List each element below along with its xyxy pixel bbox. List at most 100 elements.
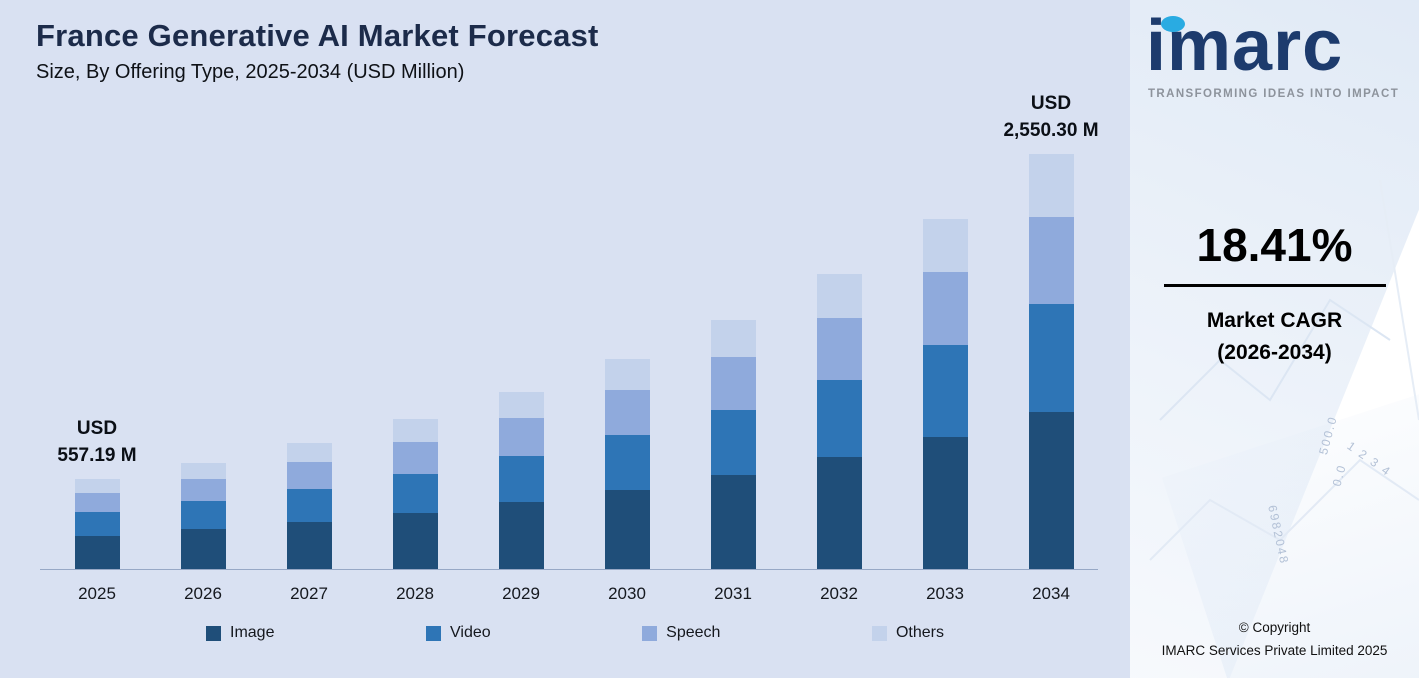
segment-speech-2031 (710, 357, 756, 410)
segment-image-2034 (1028, 412, 1074, 570)
x-tick-2034: 2034 (1032, 584, 1070, 603)
bar-2031 (710, 319, 756, 570)
segment-video-2033 (922, 345, 968, 437)
segment-video-2031 (710, 409, 756, 475)
bar-2026 (180, 462, 226, 570)
bar-group-2028: 2028 (362, 130, 468, 603)
segment-video-2030 (604, 434, 650, 490)
decorative-chart-lines (1149, 179, 1419, 561)
bar-group-2032: 2032 (786, 130, 892, 603)
bar-2033 (922, 219, 968, 570)
cagr-label-line1: Market CAGR (1206, 308, 1343, 332)
segment-video-2032 (816, 380, 862, 458)
chart-legend: Image Video Speech Others (36, 624, 1112, 642)
legend-label-others: Others (895, 624, 944, 641)
legend-item-video: Video (426, 624, 491, 642)
segment-image-2029 (498, 502, 544, 570)
segment-speech-2025 (74, 492, 120, 512)
legend-item-image: Image (206, 624, 274, 642)
legend-label-speech: Speech (666, 624, 721, 641)
segment-image-2030 (604, 489, 650, 570)
cagr-block: 18.41% Market CAGR (2026-2034) (1130, 218, 1419, 370)
segment-video-2027 (286, 488, 332, 522)
segment-others-2034 (1028, 154, 1074, 217)
segment-image-2032 (816, 457, 862, 570)
x-tick-2030: 2030 (608, 584, 646, 603)
chart-panel: France Generative AI Market Forecast Siz… (0, 0, 1130, 678)
segment-speech-2027 (286, 461, 332, 489)
legend-swatch-speech (642, 625, 658, 641)
segment-speech-2030 (604, 390, 650, 435)
segment-video-2026 (180, 501, 226, 530)
legend-swatch-others (871, 625, 887, 641)
segment-image-2033 (922, 436, 968, 570)
bar-group-2029: 2029 (468, 130, 574, 603)
segment-image-2027 (286, 521, 332, 570)
legend-label-video: Video (450, 624, 491, 641)
segment-speech-2026 (180, 478, 226, 502)
segment-video-2034 (1028, 304, 1074, 413)
segment-video-2029 (498, 455, 544, 503)
brand-panel: 500.0 0.0 1 2 3 4 6982048 imarc TRANSFORMIN… (1130, 0, 1419, 678)
x-tick-2029: 2029 (502, 584, 540, 603)
bar-2028 (392, 419, 438, 570)
imarc-logo-dot-icon (1161, 16, 1185, 32)
bar-group-2033: 2033 (892, 130, 998, 603)
segment-speech-2033 (922, 271, 968, 346)
cagr-value: 18.41% (1196, 218, 1353, 271)
segment-speech-2032 (816, 318, 862, 381)
segment-others-2031 (710, 319, 756, 358)
segment-others-2029 (498, 391, 544, 419)
bar-2034 (1028, 154, 1074, 570)
copyright-line2: IMARC Services Private Limited 2025 (1161, 642, 1388, 658)
bar-2029 (498, 391, 544, 570)
segment-image-2031 (710, 474, 756, 570)
legend-swatch-image (206, 625, 221, 641)
legend-item-others: Others (871, 624, 944, 642)
imarc-logo: imarc TRANSFORMING IDEAS INTO IMPACT (1130, 0, 1419, 100)
segment-others-2033 (922, 219, 968, 272)
segment-others-2026 (180, 462, 226, 479)
bar-2032 (816, 273, 862, 570)
x-tick-2032: 2032 (820, 584, 858, 603)
x-tick-2025: 2025 (78, 584, 116, 603)
bar-series-area: USD 557.19 M 2025 2026 2027 2028 2029 2030 2031 2… (36, 93, 1112, 603)
x-axis-line (40, 568, 1098, 570)
segment-speech-2029 (498, 418, 544, 456)
bar-group-2027: 2027 (256, 130, 362, 603)
segment-video-2028 (392, 473, 438, 513)
imarc-tagline: TRANSFORMING IDEAS INTO IMPACT (1148, 87, 1400, 100)
bar-2027 (286, 442, 332, 570)
imarc-logo-wordmark: imarc (1146, 7, 1409, 86)
cagr-underline (1163, 283, 1386, 287)
segment-others-2032 (816, 273, 862, 319)
segment-video-2025 (74, 511, 120, 536)
copyright: © Copyright IMARC Services Private Limit… (1130, 617, 1419, 662)
segment-others-2028 (392, 419, 438, 442)
bar-group-2025: USD 557.19 M 2025 (44, 130, 150, 603)
value-label-2034: USD 2,550.30 M (1003, 93, 1099, 141)
segment-others-2025 (74, 479, 120, 493)
cagr-label-line2: (2026-2034) (1217, 341, 1332, 365)
copyright-line1: © Copyright (1238, 620, 1311, 636)
segment-image-2028 (392, 512, 438, 570)
x-tick-2028: 2028 (396, 584, 434, 603)
segment-others-2030 (604, 358, 650, 391)
cagr-label: Market CAGR (2026-2034) (1130, 305, 1419, 370)
chart-title: France Generative AI Market Forecast (36, 18, 599, 53)
segment-others-2027 (286, 442, 332, 462)
segment-speech-2028 (392, 441, 438, 474)
x-tick-2033: 2033 (926, 584, 964, 603)
stacked-bar-chart: USD 557.19 M 2025 2026 2027 2028 2029 2030 2031 2… (36, 93, 1112, 603)
x-tick-2027: 2027 (290, 584, 328, 603)
legend-item-speech: Speech (642, 624, 720, 642)
x-tick-2026: 2026 (184, 584, 222, 603)
bar-2025 (74, 479, 120, 570)
segment-image-2026 (180, 529, 226, 570)
segment-image-2025 (74, 535, 120, 570)
bar-group-2026: 2026 (150, 130, 256, 603)
legend-swatch-video (426, 625, 441, 641)
bar-group-2034: USD 2,550.30 M 2034 (998, 93, 1104, 603)
value-label-2025: USD 557.19 M (57, 418, 137, 466)
